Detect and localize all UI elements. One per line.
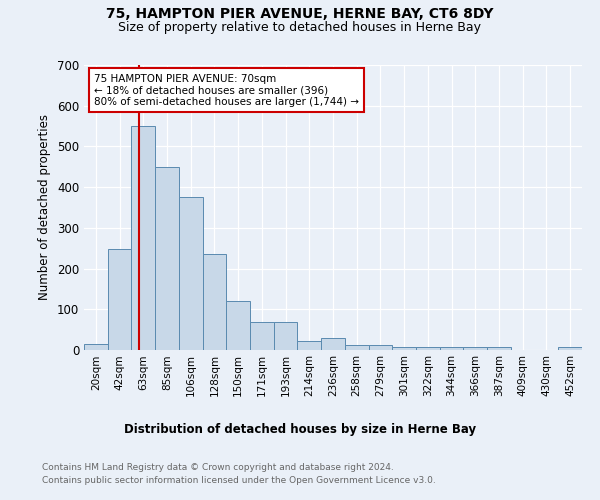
Bar — [321, 338, 345, 350]
Bar — [203, 254, 226, 350]
Bar — [226, 301, 250, 350]
Text: Distribution of detached houses by size in Herne Bay: Distribution of detached houses by size … — [124, 422, 476, 436]
Text: Contains HM Land Registry data © Crown copyright and database right 2024.: Contains HM Land Registry data © Crown c… — [42, 462, 394, 471]
Bar — [250, 322, 274, 350]
Bar — [392, 346, 416, 350]
Bar — [558, 347, 582, 350]
Bar — [298, 341, 321, 350]
Bar — [487, 347, 511, 350]
Bar — [108, 250, 131, 350]
Bar — [368, 345, 392, 350]
Bar — [345, 345, 368, 350]
Text: 75 HAMPTON PIER AVENUE: 70sqm
← 18% of detached houses are smaller (396)
80% of : 75 HAMPTON PIER AVENUE: 70sqm ← 18% of d… — [94, 74, 359, 107]
Text: Contains public sector information licensed under the Open Government Licence v3: Contains public sector information licen… — [42, 476, 436, 485]
Bar — [274, 322, 298, 350]
Bar — [463, 347, 487, 350]
Text: Size of property relative to detached houses in Herne Bay: Size of property relative to detached ho… — [119, 21, 482, 34]
Bar — [155, 167, 179, 350]
Bar — [416, 346, 440, 350]
Bar — [131, 126, 155, 350]
Y-axis label: Number of detached properties: Number of detached properties — [38, 114, 52, 300]
Text: 75, HAMPTON PIER AVENUE, HERNE BAY, CT6 8DY: 75, HAMPTON PIER AVENUE, HERNE BAY, CT6 … — [106, 8, 494, 22]
Bar — [84, 344, 108, 350]
Bar — [179, 198, 203, 350]
Bar — [440, 347, 463, 350]
